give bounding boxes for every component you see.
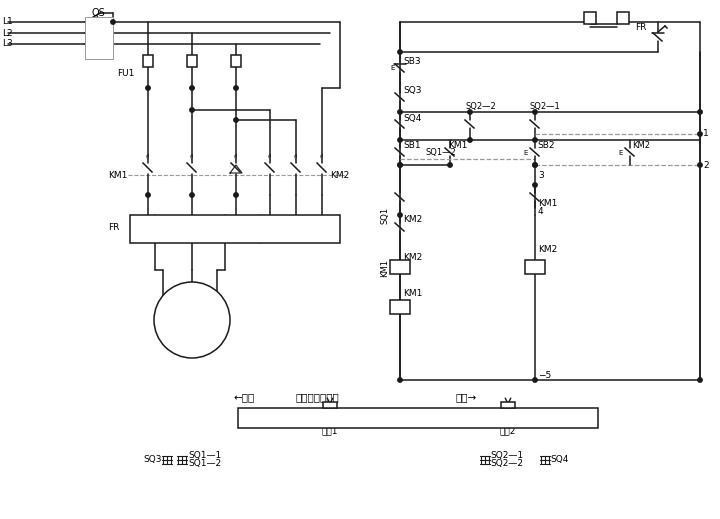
- Text: KM2: KM2: [330, 171, 349, 180]
- Bar: [390, 260, 410, 274]
- Circle shape: [111, 20, 115, 24]
- Text: −5: −5: [538, 372, 552, 380]
- Text: 向右→: 向右→: [455, 392, 476, 402]
- Circle shape: [234, 86, 238, 90]
- Text: M: M: [183, 307, 194, 320]
- Text: SQ1—1: SQ1—1: [188, 451, 221, 460]
- Circle shape: [397, 110, 402, 114]
- Text: SQ4: SQ4: [550, 455, 568, 464]
- Text: d: d: [233, 154, 237, 159]
- Bar: [323, 402, 337, 408]
- Circle shape: [698, 132, 702, 136]
- Text: d: d: [293, 154, 297, 159]
- Circle shape: [397, 163, 402, 167]
- Text: 工作台运动方向: 工作台运动方向: [295, 392, 338, 402]
- Bar: [501, 402, 515, 408]
- Text: KM2: KM2: [632, 141, 650, 149]
- Circle shape: [698, 110, 702, 114]
- Circle shape: [397, 50, 402, 54]
- Circle shape: [145, 193, 150, 197]
- Text: KM1: KM1: [403, 290, 423, 298]
- Bar: [85, 17, 113, 59]
- Bar: [525, 260, 545, 274]
- Circle shape: [397, 138, 402, 142]
- Text: SQ1—2: SQ1—2: [188, 459, 221, 468]
- Text: KM1: KM1: [538, 198, 557, 208]
- Bar: [187, 55, 197, 67]
- Text: SQ2—2: SQ2—2: [465, 102, 496, 112]
- Text: ←向左: ←向左: [233, 392, 254, 402]
- Circle shape: [234, 193, 238, 197]
- Circle shape: [448, 163, 452, 167]
- Bar: [390, 300, 410, 314]
- Circle shape: [190, 108, 194, 112]
- Text: SQ3: SQ3: [403, 86, 421, 94]
- Text: E: E: [390, 65, 395, 71]
- Text: 挡鐄2: 挡鐄2: [500, 426, 516, 435]
- Circle shape: [397, 213, 402, 217]
- Bar: [584, 12, 596, 24]
- Text: 3~: 3~: [181, 319, 195, 329]
- Text: 2: 2: [703, 160, 708, 170]
- Circle shape: [533, 138, 537, 142]
- Text: d: d: [145, 154, 149, 159]
- Text: E: E: [618, 150, 622, 156]
- Text: SB1: SB1: [403, 141, 420, 149]
- Text: KM2: KM2: [538, 245, 557, 254]
- Text: SQ2—1: SQ2—1: [530, 102, 561, 112]
- Text: SQ2—1: SQ2—1: [490, 451, 523, 460]
- Text: FR: FR: [635, 23, 647, 33]
- Circle shape: [468, 110, 472, 114]
- Bar: [130, 215, 340, 243]
- Circle shape: [397, 163, 402, 167]
- Bar: [238, 408, 598, 428]
- Circle shape: [533, 163, 537, 167]
- Text: E: E: [523, 150, 527, 156]
- Circle shape: [533, 163, 537, 167]
- Text: SQ1—2: SQ1—2: [425, 148, 456, 157]
- Circle shape: [533, 110, 537, 114]
- Text: SQ4: SQ4: [403, 114, 421, 122]
- Text: d: d: [267, 154, 271, 159]
- Text: QS: QS: [92, 8, 106, 18]
- Text: L2: L2: [2, 29, 13, 37]
- Circle shape: [154, 282, 230, 358]
- Circle shape: [533, 378, 537, 382]
- Circle shape: [397, 378, 402, 382]
- Text: KM1: KM1: [380, 259, 390, 277]
- Bar: [143, 55, 153, 67]
- Text: SQ2—2: SQ2—2: [490, 459, 523, 468]
- Text: L1: L1: [2, 18, 13, 26]
- Text: KM2: KM2: [403, 253, 422, 263]
- Text: KM2: KM2: [403, 215, 422, 225]
- Circle shape: [468, 138, 472, 142]
- Text: 挡鐄1: 挡鐄1: [322, 426, 338, 435]
- Bar: [617, 12, 629, 24]
- Text: SQ1: SQ1: [380, 207, 390, 224]
- Circle shape: [533, 183, 537, 187]
- Text: KM1: KM1: [108, 171, 127, 180]
- Circle shape: [145, 86, 150, 90]
- Circle shape: [234, 118, 238, 122]
- Circle shape: [698, 163, 702, 167]
- Text: L3: L3: [2, 39, 13, 48]
- Text: d: d: [319, 154, 323, 159]
- Circle shape: [190, 86, 194, 90]
- Text: 3: 3: [538, 171, 544, 180]
- Circle shape: [190, 193, 194, 197]
- Circle shape: [698, 378, 702, 382]
- Text: SQ3: SQ3: [143, 455, 162, 464]
- Text: FU1: FU1: [117, 70, 135, 78]
- Text: SB2: SB2: [537, 141, 554, 149]
- Text: SB3: SB3: [403, 57, 420, 65]
- Text: 4: 4: [538, 208, 544, 216]
- Text: d: d: [189, 154, 193, 159]
- Text: FR: FR: [108, 224, 120, 233]
- Bar: [231, 55, 241, 67]
- Text: KM1: KM1: [448, 141, 467, 149]
- Text: 1: 1: [703, 130, 708, 139]
